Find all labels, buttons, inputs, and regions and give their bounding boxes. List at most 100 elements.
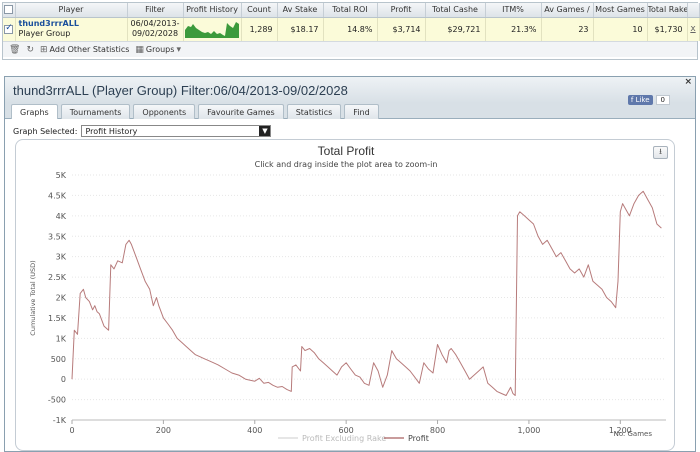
graph-select-dropdown[interactable]: Profit History ▼ [81,125,272,137]
y-tick-label: -500 [48,396,66,405]
y-tick-label: 500 [51,355,66,364]
count-cell: 1,289 [241,17,278,41]
col-header-most-games[interactable]: Most Games [593,3,648,18]
filter-start: 06/04/2013- [130,19,180,29]
stats-table-panel: Player Filter Profit History Count Av St… [2,2,700,60]
y-tick-label: 1K [56,334,67,343]
col-header-total-roi[interactable]: Total ROI [323,3,378,18]
col-header-itm[interactable]: ITM% [485,3,542,18]
filter-end: 09/02/2028 [131,29,179,39]
facebook-like-label: Like [635,96,650,104]
y-tick-label: 4K [56,212,67,221]
legend-item-profit[interactable]: Profit [408,434,429,443]
refresh-icon[interactable]: ↻ [26,44,34,55]
chart-title: Total Profit [318,144,375,158]
col-header-filter[interactable]: Filter [127,3,184,18]
panel-tabs: Graphs Tournaments Opponents Favourite G… [5,103,695,119]
x-axis-label: No. Games [614,430,653,438]
stats-table: Player Filter Profit History Count Av St… [3,3,700,41]
remove-row-cell[interactable]: x [687,17,700,41]
col-header-av-stake[interactable]: Av Stake [277,3,324,18]
profit-chart[interactable]: Total Profit Click and drag inside the p… [16,140,675,451]
tab-find[interactable]: Find [344,104,379,119]
profit-history-sparkline-cell [183,17,242,41]
player-group-panel: thund3rrrALL (Player Group) Filter:06/04… [4,76,696,452]
chart-subtitle: Click and drag inside the plot area to z… [255,160,438,169]
panel-header: thund3rrrALL (Player Group) Filter:06/04… [5,77,695,105]
stats-toolbar: 🗑 ↻ ⊞ Add Other Statistics ▦ Groups ▾ [3,41,697,57]
stats-header-row: Player Filter Profit History Count Av St… [3,3,700,18]
row-checkbox[interactable] [3,17,16,41]
chart-legend[interactable]: Profit Excluding Rake Profit [278,434,429,443]
panel-title: thund3rrrALL (Player Group) Filter:06/04… [13,82,348,98]
y-tick-label: 1.5K [48,314,67,323]
chart-grid [72,174,666,421]
groups-label: Groups [145,45,175,54]
x-tick-label: 0 [69,426,74,435]
dropdown-arrow-icon: ▼ [259,126,271,136]
col-header-player[interactable]: Player [15,3,128,18]
table-row[interactable]: thund3rrrALL Player Group 06/04/2013- 09… [3,17,700,41]
y-tick-label: 3K [56,253,67,262]
total-roi-cell: 14.8% [323,17,378,41]
col-header-profit[interactable]: Profit [377,3,426,18]
select-all-checkbox[interactable] [3,3,16,18]
player-name-link[interactable]: thund3rrrALL [18,19,79,29]
chart-series [71,190,662,396]
col-header-blank [687,3,700,18]
itm-cell: 21.3% [485,17,542,41]
y-tick-label: 0 [61,375,66,384]
legend-item-profit-excluding-rake[interactable]: Profit Excluding Rake [302,434,386,443]
add-statistics-label: Add Other Statistics [49,45,130,54]
col-header-count[interactable]: Count [241,3,278,18]
download-icon[interactable]: ⭳ [653,146,668,159]
graph-select-value: Profit History [85,126,138,136]
graph-selected-label: Graph Selected: [13,126,78,136]
y-tick-label: 2.5K [48,273,67,282]
col-header-total-rake[interactable]: Total Rake [647,3,688,18]
add-columns-icon: ⊞ [39,44,48,55]
tab-favourite-games[interactable]: Favourite Games [198,104,284,119]
y-axis-ticks: -1K -500 0 500 1K 1.5K 2K 2.5K 3K 3.5K 4K 4.5K 5K [48,171,67,425]
profit-history-sparkline [185,22,239,39]
chevron-down-icon: ▾ [176,44,181,55]
groups-dropdown[interactable]: ▦ Groups ▾ [135,45,181,55]
tab-statistics[interactable]: Statistics [286,104,342,119]
y-tick-label: 4.5K [48,191,67,200]
y-axis-label: Cumulative Total (USD) [29,260,37,335]
profit-cell: $3,714 [377,17,426,41]
av-games-cell: 23 [541,17,594,41]
x-tick-label: 400 [247,426,262,435]
add-statistics-button[interactable]: ⊞ Add Other Statistics [40,45,129,55]
y-tick-label: 2K [56,294,67,303]
col-header-av-games[interactable]: Av Games / [541,3,594,18]
remove-row-button[interactable]: x [690,24,696,35]
player-cell[interactable]: thund3rrrALL Player Group [15,17,128,41]
series-line-profit[interactable] [71,190,662,396]
tab-graphs[interactable]: Graphs [11,104,58,119]
total-rake-cell: $1,730 [647,17,688,41]
tab-opponents[interactable]: Opponents [133,104,196,119]
x-tick-label: 1,000 [517,426,540,435]
col-header-total-cashe[interactable]: Total Cashe [425,3,486,18]
facebook-like-button[interactable]: f Like [627,95,653,105]
facebook-icon: f [630,96,634,104]
x-tick-label: 600 [339,426,354,435]
x-axis-ticks: 0 200 400 600 800 1,000 1,200 [69,420,632,435]
trash-icon[interactable]: 🗑 [9,44,21,55]
profit-chart-container[interactable]: ⭳ Total Profit Click and drag inside the… [15,139,675,451]
x-tick-label: 200 [156,426,171,435]
y-tick-label: 5K [56,171,67,180]
facebook-like-count: 0 [655,95,670,105]
close-icon[interactable]: × [684,77,692,87]
x-tick-label: 1,200 [609,426,632,435]
total-cashe-cell: $29,721 [425,17,486,41]
col-header-profit-history[interactable]: Profit History [183,3,242,18]
y-tick-label: 3.5K [48,232,67,241]
tab-tournaments[interactable]: Tournaments [60,104,131,119]
x-tick-label: 800 [430,426,445,435]
facebook-like-widget: f Like 0 [627,95,670,105]
player-type: Player Group [18,29,71,39]
av-stake-cell: $18.17 [277,17,324,41]
filter-cell: 06/04/2013- 09/02/2028 [127,17,184,41]
